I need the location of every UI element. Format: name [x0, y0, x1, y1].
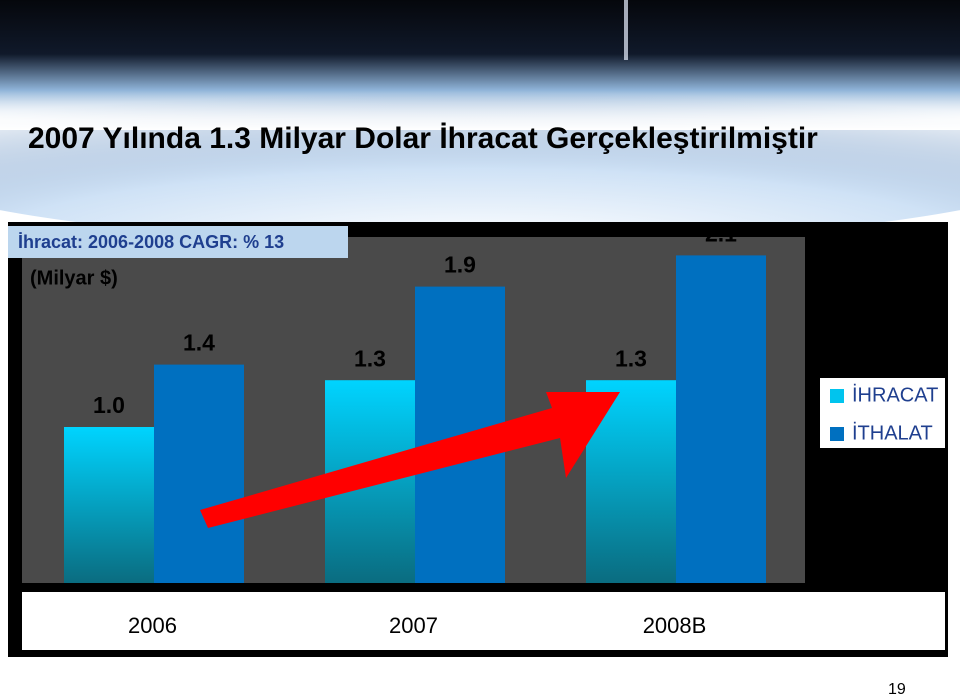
- banner: [0, 0, 960, 245]
- category-band: [22, 592, 945, 650]
- bar: [64, 427, 154, 583]
- x-tick-label: 2008B: [643, 613, 707, 638]
- slide-title: 2007 Yılında 1.3 Milyar Dolar İhracat Ge…: [28, 122, 818, 155]
- subtitle-box: [8, 226, 348, 258]
- value-label: 1.3: [354, 345, 386, 371]
- x-tick-label: 2007: [389, 613, 438, 638]
- unit-label: (Milyar $): [30, 267, 118, 289]
- bar: [676, 255, 766, 583]
- subtitle: İhracat: 2006-2008 CAGR: % 13: [18, 232, 284, 252]
- bar: [154, 364, 244, 583]
- page-number: 19: [888, 681, 906, 697]
- value-label: 1.9: [444, 252, 476, 278]
- legend-label: İTHALAT: [852, 421, 933, 444]
- growth-arrow: [200, 392, 620, 528]
- value-label: 1.4: [183, 330, 215, 356]
- legend-swatch: [830, 427, 844, 441]
- x-tick-label: 2006: [128, 613, 177, 638]
- legend-swatch: [830, 389, 844, 403]
- value-label: 2.1: [705, 220, 737, 246]
- value-label: 1.0: [93, 392, 125, 418]
- value-label: 1.3: [615, 345, 647, 371]
- legend-label: İHRACAT: [852, 383, 938, 406]
